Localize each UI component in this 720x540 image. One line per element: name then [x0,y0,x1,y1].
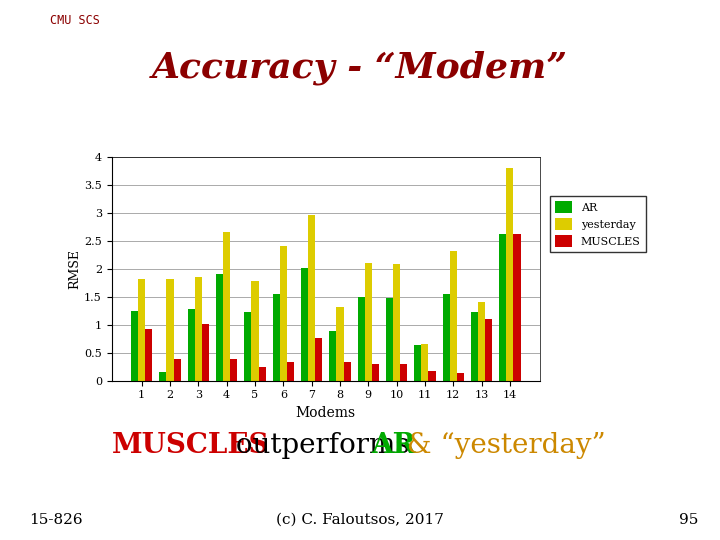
Bar [230,360,238,381]
Bar [308,215,315,381]
Bar [400,364,408,381]
X-axis label: Modems: Modems [296,406,356,420]
Bar [301,267,308,381]
Bar [251,281,258,381]
Bar [485,319,492,381]
Bar [471,312,478,381]
Bar [343,362,351,381]
Y-axis label: RMSE: RMSE [68,248,81,289]
Bar [443,294,450,381]
Bar [287,362,294,381]
Bar [456,373,464,381]
Bar [499,234,506,381]
Bar [315,338,323,381]
Bar [145,329,153,381]
Text: & “yesterday”: & “yesterday” [398,432,606,459]
Bar [166,279,174,381]
Bar [336,307,343,381]
Bar [428,370,436,381]
Bar [244,312,251,381]
Bar [513,234,521,381]
Bar [450,251,456,381]
Bar [138,279,145,381]
Bar [223,232,230,381]
Bar [202,323,209,381]
Text: (c) C. Faloutsos, 2017: (c) C. Faloutsos, 2017 [276,512,444,526]
Bar [280,246,287,381]
Text: outperforms: outperforms [227,432,418,459]
Bar [216,274,223,381]
Text: MUSCLES: MUSCLES [112,432,269,459]
Bar [273,294,280,381]
Bar [386,298,393,381]
Bar [365,263,372,381]
Text: CMU SCS: CMU SCS [50,14,100,26]
Bar [159,372,166,381]
Bar [506,168,513,381]
Bar [188,309,195,381]
Text: 15-826: 15-826 [29,512,82,526]
Bar [414,346,421,381]
Bar [195,277,202,381]
Bar [393,264,400,381]
Text: AR: AR [372,432,416,459]
Bar [174,360,181,381]
Text: Accuracy - “Modem”: Accuracy - “Modem” [152,50,568,85]
Bar [258,367,266,381]
Text: 95: 95 [679,512,698,526]
Legend: AR, yesterday, MUSCLES: AR, yesterday, MUSCLES [550,196,647,252]
Bar [329,332,336,381]
Bar [421,345,428,381]
Bar [478,302,485,381]
Bar [131,310,138,381]
Bar [372,364,379,381]
Bar [358,296,365,381]
